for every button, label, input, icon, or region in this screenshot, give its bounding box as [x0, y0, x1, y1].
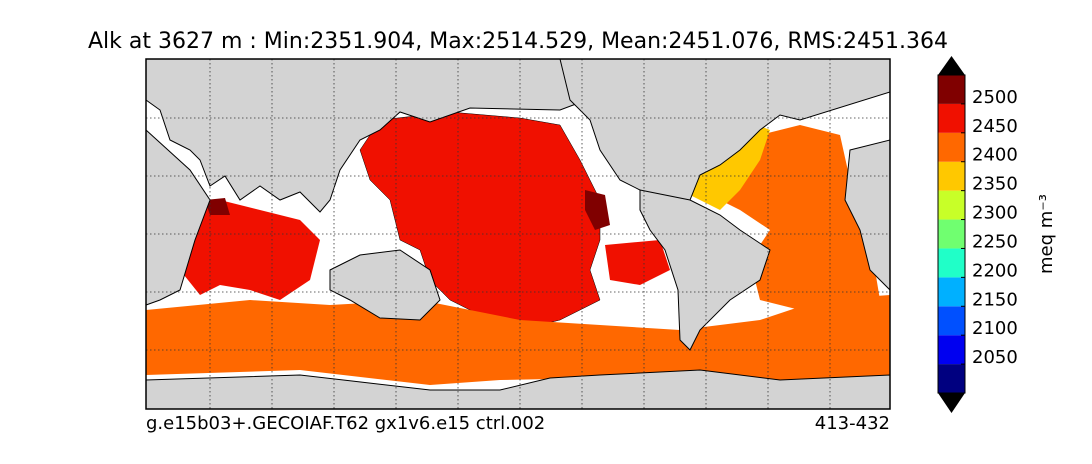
eurasia	[145, 58, 601, 213]
colorbar-tick-label: 2200	[972, 260, 1018, 281]
colorbar-tick-label: 2400	[972, 145, 1018, 166]
indian-region	[175, 200, 320, 300]
colorbar-bin	[938, 277, 965, 307]
colorbar-bin	[938, 103, 965, 133]
colorbar-bin	[938, 132, 965, 162]
colorbar-tick-label: 2150	[972, 289, 1018, 310]
colorbar-tick-label: 2300	[972, 203, 1018, 224]
footer-right: 413-432	[815, 413, 890, 434]
colorbar-extend-bottom	[938, 393, 965, 413]
colorbar-tick-label: 2350	[972, 174, 1018, 195]
colorbar-bin	[938, 219, 965, 249]
colorbar-bin	[938, 248, 965, 278]
colorbar-bin	[938, 364, 965, 393]
colorbar-bin	[938, 306, 965, 336]
footer-left: g.e15b03+.GECOIAF.T62 gx1v6.e15 ctrl.002	[146, 413, 545, 434]
map-frame	[145, 58, 891, 410]
south-pacific-region	[605, 240, 670, 285]
colorbar-frame	[937, 74, 966, 394]
colorbar-tick-label: 2500	[972, 87, 1018, 108]
colorbar-extend-top	[938, 56, 965, 75]
africa-east	[145, 128, 211, 306]
colorbar-tick-label: 2450	[972, 116, 1018, 137]
colorbar-label: meq m⁻³	[1036, 194, 1057, 274]
peru-region	[585, 190, 610, 230]
southern-ocean-region	[146, 295, 890, 385]
australia	[329, 249, 441, 321]
map-title: Alk at 3627 m : Min:2351.904, Max:2514.5…	[88, 29, 948, 54]
south-america	[639, 189, 771, 351]
arabian-region	[205, 198, 230, 215]
colorbar-tick-label: 2100	[972, 318, 1018, 339]
colorbar-bin	[938, 190, 965, 220]
colorbar-bin	[938, 161, 965, 191]
graticule	[146, 59, 890, 409]
north-america	[559, 58, 891, 206]
map	[145, 58, 891, 410]
colorbar-tick-label: 2050	[972, 347, 1018, 368]
colorbar-bin	[938, 75, 965, 104]
colorbar-tick-label: 2250	[972, 231, 1018, 252]
colorbar: 2050 2100 2150 2200 2250 2300 2350 2400 2450 2500	[937, 56, 1018, 413]
colorbar-bin	[938, 335, 965, 365]
